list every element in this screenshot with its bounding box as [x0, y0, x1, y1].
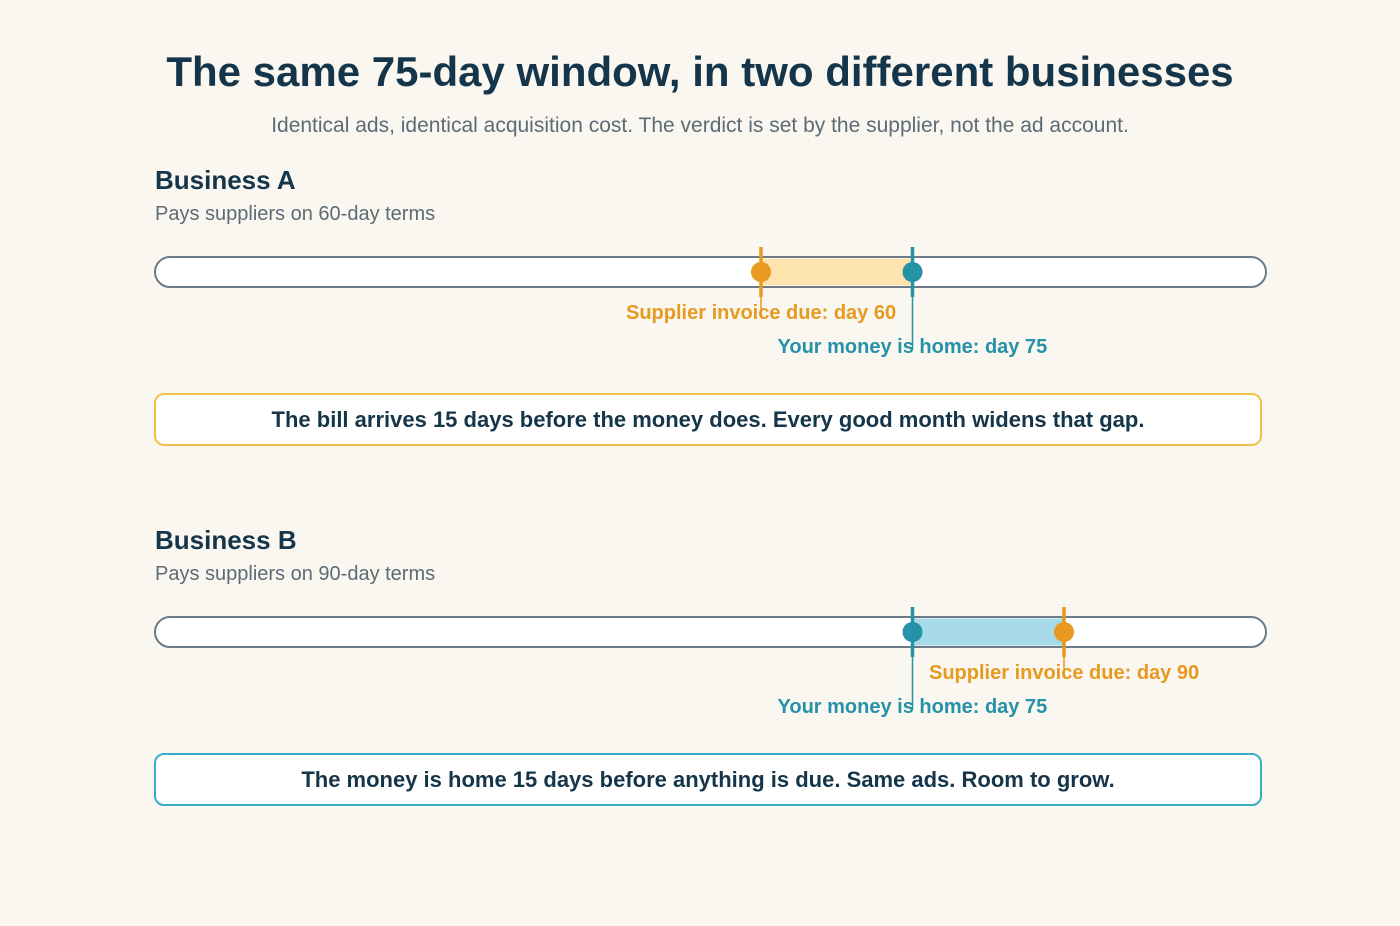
business-b-gap-band: [912, 618, 1064, 646]
business-b-money-label: Your money is home: day 75: [777, 696, 1048, 718]
business-b-track: [154, 616, 1267, 648]
business-b-verdict: The money is home 15 days before anythin…: [154, 753, 1262, 806]
business-a-track: [154, 256, 1267, 288]
business-b-timeline: [154, 607, 1267, 709]
business-b-section: Business B Pays suppliers on 90-day term…: [0, 520, 1400, 820]
business-b-money-dot: [902, 622, 923, 642]
business-a-money-dot: [902, 262, 923, 282]
business-a-supplier-label: Supplier invoice due: day 60: [626, 302, 897, 324]
business-a-money-label: Your money is home: day 75: [777, 336, 1048, 358]
business-b-supplier-label: Supplier invoice due: day 90: [929, 662, 1200, 684]
page-title: The same 75-day window, in two different…: [166, 48, 1234, 95]
business-b-terms: Pays suppliers on 90-day terms: [155, 563, 436, 585]
business-a-title: Business A: [155, 165, 296, 195]
business-b-title: Business B: [155, 525, 297, 555]
business-a-section: Business A Pays suppliers on 60-day term…: [0, 160, 1400, 460]
business-a-supplier-dot: [751, 262, 771, 282]
business-a-terms: Pays suppliers on 60-day terms: [155, 203, 436, 225]
page-subtitle: Identical ads, identical acquisition cos…: [271, 114, 1129, 137]
business-a-gap-band: [761, 258, 913, 286]
business-b-supplier-dot: [1054, 622, 1074, 642]
business-a-verdict: The bill arrives 15 days before the mone…: [154, 393, 1262, 446]
business-a-timeline: [154, 247, 1267, 349]
